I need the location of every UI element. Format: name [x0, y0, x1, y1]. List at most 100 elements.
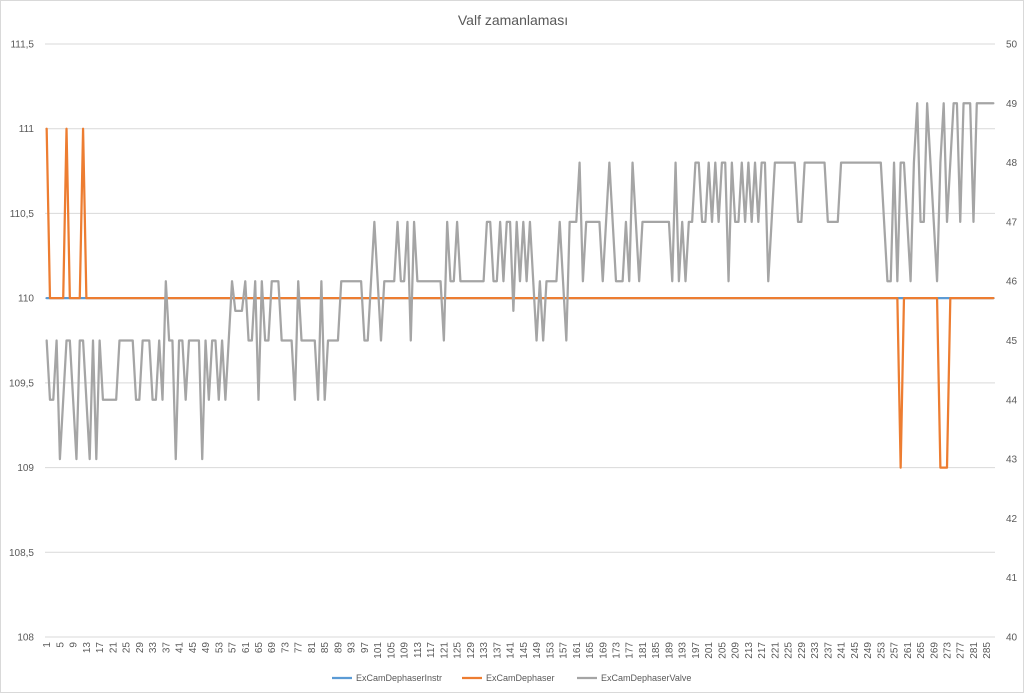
- x-tick-label: 225: [784, 642, 795, 659]
- x-tick-label: 125: [453, 642, 464, 659]
- y2-tick-label: 48: [1006, 158, 1018, 169]
- x-tick-label: 117: [426, 642, 437, 658]
- x-tick-label: 253: [876, 642, 887, 659]
- x-tick-label: 209: [731, 642, 742, 659]
- x-tick-label: 281: [969, 642, 980, 659]
- x-tick-label: 57: [228, 642, 239, 654]
- legend-label: ExCamDephaser: [486, 673, 555, 683]
- x-tick-label: 233: [810, 642, 821, 659]
- x-tick-label: 189: [664, 642, 675, 659]
- x-tick-label: 77: [294, 642, 305, 654]
- x-tick-label: 205: [717, 642, 728, 659]
- x-tick-label: 61: [241, 642, 252, 654]
- gridlines: [45, 43, 995, 638]
- x-tick-label: 21: [108, 642, 119, 654]
- x-tick-label: 145: [519, 642, 530, 659]
- x-tick-label: 81: [307, 642, 318, 654]
- x-tick-label: 249: [863, 642, 874, 659]
- x-tick-label: 5: [55, 642, 66, 648]
- y-tick-label: 108: [17, 633, 34, 644]
- x-tick-label: 109: [400, 642, 411, 659]
- x-tick-label: 41: [175, 642, 186, 654]
- y2-tick-label: 42: [1006, 514, 1018, 525]
- x-tick-label: 285: [982, 642, 993, 659]
- x-tick-label: 1: [42, 642, 53, 648]
- x-tick-label: 261: [903, 642, 914, 659]
- x-tick-label: 85: [320, 642, 331, 654]
- x-tick-label: 93: [347, 642, 358, 654]
- x-tick-label: 45: [188, 642, 199, 654]
- x-tick-label: 169: [598, 642, 609, 659]
- y-tick-label: 110,5: [10, 209, 35, 220]
- x-tick-label: 37: [161, 642, 172, 654]
- x-tick-label: 141: [506, 642, 517, 659]
- y-axis-right: 40 41 42 43 44 45 46 47 48 49 50: [1006, 40, 1018, 644]
- x-tick-label: 89: [333, 642, 344, 654]
- x-tick-label: 73: [280, 642, 291, 654]
- y2-tick-label: 50: [1006, 40, 1018, 51]
- chart-title: Valf zamanlaması: [458, 12, 568, 28]
- x-tick-label: 105: [386, 642, 397, 659]
- x-tick-label: 101: [373, 642, 384, 659]
- y2-tick-label: 45: [1006, 336, 1018, 347]
- y2-tick-label: 44: [1006, 395, 1018, 406]
- x-tick-label: 157: [559, 642, 570, 659]
- x-tick-label: 129: [466, 642, 477, 659]
- x-tick-label: 9: [69, 642, 80, 648]
- x-tick-label: 17: [95, 642, 106, 654]
- x-axis: 1 5 9 13 17 21 25 29 33 37 41 45 49 53 57 61 65 69 73 77 81 8…: [42, 642, 993, 659]
- x-tick-label: 33: [148, 642, 159, 654]
- legend: ExCamDephaserInstr ExCamDephaser ExCamDeph…: [332, 673, 691, 683]
- x-tick-label: 237: [823, 642, 834, 659]
- x-tick-label: 277: [956, 642, 967, 659]
- x-tick-label: 121: [439, 642, 450, 659]
- y-tick-label: 109: [17, 463, 34, 474]
- y2-tick-label: 47: [1006, 217, 1018, 228]
- x-tick-label: 213: [744, 642, 755, 659]
- x-tick-label: 25: [122, 642, 133, 654]
- x-tick-label: 221: [770, 642, 781, 659]
- x-tick-label: 269: [929, 642, 940, 659]
- x-tick-label: 201: [704, 642, 715, 659]
- x-tick-label: 113: [413, 642, 424, 658]
- x-tick-label: 53: [214, 642, 225, 654]
- x-tick-label: 165: [585, 642, 596, 659]
- x-tick-label: 153: [545, 642, 556, 659]
- y-tick-label: 110: [18, 294, 34, 305]
- series-lines: [45, 102, 995, 469]
- legend-label: ExCamDephaserInstr: [356, 673, 442, 683]
- x-tick-label: 241: [837, 642, 848, 659]
- y-tick-label: 109,5: [9, 378, 34, 389]
- x-tick-label: 69: [267, 642, 278, 654]
- x-tick-label: 173: [611, 642, 622, 659]
- x-tick-label: 197: [691, 642, 702, 659]
- x-tick-label: 49: [201, 642, 212, 654]
- y-tick-label: 111,5: [10, 40, 34, 51]
- x-tick-label: 29: [135, 642, 146, 654]
- series-line-ExCamDephaserValve: [45, 102, 995, 461]
- y2-tick-label: 43: [1006, 455, 1018, 466]
- legend-label: ExCamDephaserValve: [601, 673, 691, 683]
- y2-tick-label: 46: [1006, 277, 1018, 288]
- x-tick-label: 217: [757, 642, 768, 659]
- y-tick-label: 108,5: [9, 548, 34, 559]
- x-tick-label: 133: [479, 642, 490, 659]
- x-tick-label: 265: [916, 642, 927, 659]
- x-tick-label: 245: [850, 642, 861, 659]
- x-tick-label: 193: [678, 642, 689, 659]
- x-tick-label: 97: [360, 642, 371, 654]
- x-tick-label: 149: [532, 642, 543, 659]
- x-tick-label: 185: [651, 642, 662, 659]
- x-tick-label: 161: [572, 642, 583, 659]
- x-tick-label: 273: [943, 642, 954, 659]
- x-tick-label: 177: [625, 642, 636, 659]
- y-axis-left: 108 108,5 109 109,5 110 110,5 111 111,5: [9, 40, 34, 644]
- y2-tick-label: 40: [1006, 633, 1018, 644]
- x-tick-label: 13: [82, 642, 93, 654]
- x-tick-label: 229: [797, 642, 808, 659]
- x-tick-label: 65: [254, 642, 265, 654]
- x-tick-label: 137: [492, 642, 503, 659]
- y2-tick-label: 41: [1006, 573, 1018, 584]
